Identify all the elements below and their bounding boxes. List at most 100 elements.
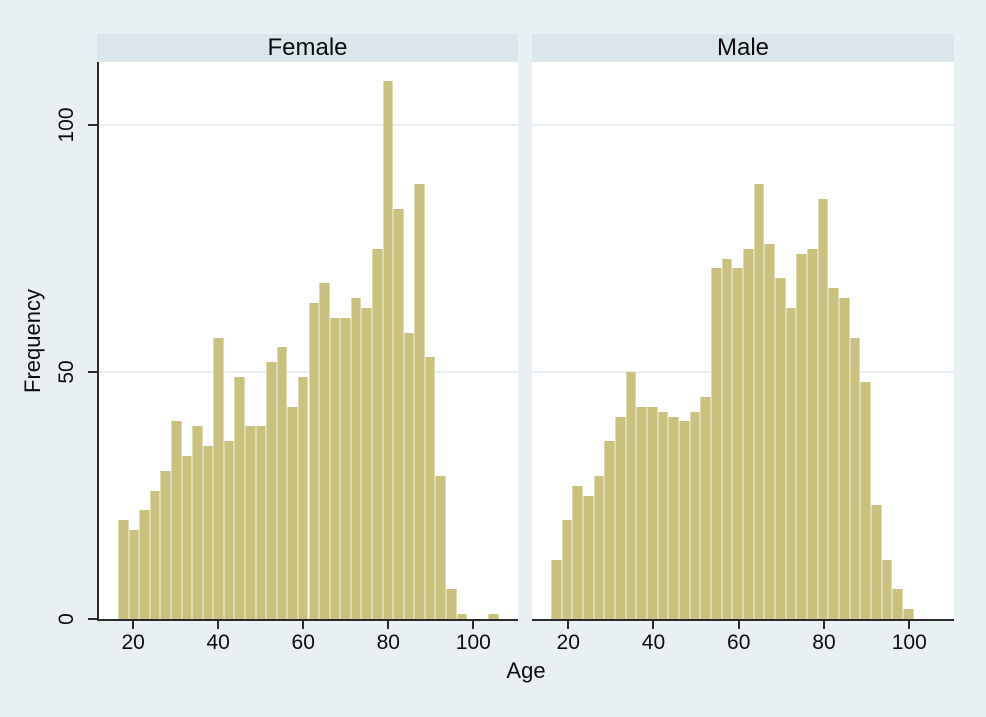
plot-area-female: [97, 62, 518, 621]
x-tick-mark: [822, 621, 825, 629]
histogram-bar: [743, 248, 754, 619]
x-tick-label: 20: [556, 631, 580, 654]
histogram-bar: [764, 243, 775, 619]
histogram-bar: [572, 485, 584, 619]
histogram-bar: [276, 347, 288, 619]
x-tick-label: 60: [291, 631, 315, 654]
histogram-bar: [902, 609, 914, 619]
histogram-bar: [625, 372, 637, 619]
histogram-bar: [711, 268, 722, 619]
histogram-bar: [817, 199, 829, 619]
gridline-y100: [99, 124, 518, 127]
histogram-bar: [435, 475, 447, 619]
histogram-bar: [361, 307, 372, 619]
histogram-bar: [881, 559, 893, 619]
x-tick-mark: [132, 621, 135, 629]
histogram-bar: [774, 278, 786, 619]
panel-title-female: Female: [97, 34, 518, 62]
histogram-bar: [828, 288, 839, 619]
histogram-bar: [128, 530, 140, 619]
x-tick-label: 100: [891, 631, 927, 654]
histogram-bar: [234, 377, 245, 619]
histogram-bar: [202, 446, 214, 619]
histogram-bar: [615, 416, 626, 619]
histogram-bar: [849, 337, 861, 619]
histogram-bar: [192, 426, 203, 619]
histogram-bar: [414, 184, 425, 619]
histogram-bar: [561, 520, 573, 619]
histogram-bar: [870, 505, 882, 619]
histogram-bar: [223, 441, 235, 619]
histogram-bar: [255, 426, 267, 619]
histogram-bar: [593, 475, 605, 619]
plot-area-male: [532, 62, 954, 621]
histogram-bar: [647, 406, 658, 619]
histogram-bar: [393, 209, 404, 619]
gridline-y100: [532, 124, 954, 127]
y-tick-mark: [88, 618, 97, 620]
histogram-bar: [181, 456, 193, 619]
histogram-bar: [488, 614, 499, 619]
x-tick-label: 100: [455, 631, 491, 654]
histogram-bar: [149, 490, 161, 619]
histogram-bar: [892, 589, 903, 619]
x-tick-mark: [217, 621, 220, 629]
x-tick-mark: [737, 621, 740, 629]
histogram-bar: [297, 377, 309, 619]
histogram-bar: [245, 426, 256, 619]
y-tick-label: 50: [55, 360, 78, 384]
y-tick-label: 0: [55, 613, 78, 625]
x-tick-label: 40: [641, 631, 666, 654]
histogram-bar: [266, 362, 277, 619]
histogram-bar: [700, 396, 712, 619]
histogram-bar: [796, 253, 807, 619]
histogram-bar: [329, 317, 341, 619]
x-tick-label: 20: [121, 631, 145, 654]
histogram-bar: [721, 258, 733, 619]
histogram-bar: [551, 559, 562, 619]
histogram-bar: [350, 298, 362, 619]
x-tick-label: 60: [727, 631, 751, 654]
histogram-bar: [340, 317, 351, 619]
histogram-bar: [118, 520, 129, 619]
x-axis-title: Age: [506, 658, 546, 683]
y-axis-title: Frequency: [20, 289, 45, 393]
x-tick-mark: [302, 621, 305, 629]
histogram-bar: [689, 411, 701, 619]
histogram-bar: [403, 332, 415, 619]
histogram-bar: [446, 589, 457, 619]
histogram-bar: [382, 80, 394, 619]
histogram-bar: [753, 184, 765, 619]
x-tick-mark: [652, 621, 655, 629]
histogram-bar: [160, 470, 171, 619]
histogram-bar: [287, 406, 298, 619]
histogram-bar: [308, 302, 320, 619]
histogram-bar: [668, 416, 680, 619]
x-tick-label: 80: [812, 631, 836, 654]
y-tick-mark: [88, 371, 97, 374]
x-tick-mark: [908, 621, 911, 629]
histogram-bar: [636, 406, 648, 619]
histogram-bar: [806, 248, 818, 619]
histogram-bar: [732, 268, 743, 619]
histogram-bar: [371, 248, 383, 619]
histogram-bar: [139, 510, 150, 619]
y-tick-mark: [88, 124, 97, 127]
histogram-bar: [860, 381, 871, 619]
histogram-bar: [424, 357, 436, 619]
x-tick-mark: [387, 621, 390, 629]
histogram-bar: [213, 337, 224, 619]
x-tick-label: 40: [206, 631, 230, 654]
histogram-bar: [456, 614, 468, 619]
histogram-bar: [583, 495, 594, 619]
x-tick-mark: [567, 621, 570, 629]
histogram-bar: [785, 307, 797, 619]
x-tick-label: 80: [376, 631, 400, 654]
histogram-bar: [170, 421, 182, 619]
x-tick-mark: [472, 621, 475, 629]
y-tick-label: 100: [55, 107, 78, 143]
histogram-bar: [604, 441, 616, 619]
histogram-bar: [319, 283, 330, 619]
panel-title-male: Male: [532, 34, 954, 62]
